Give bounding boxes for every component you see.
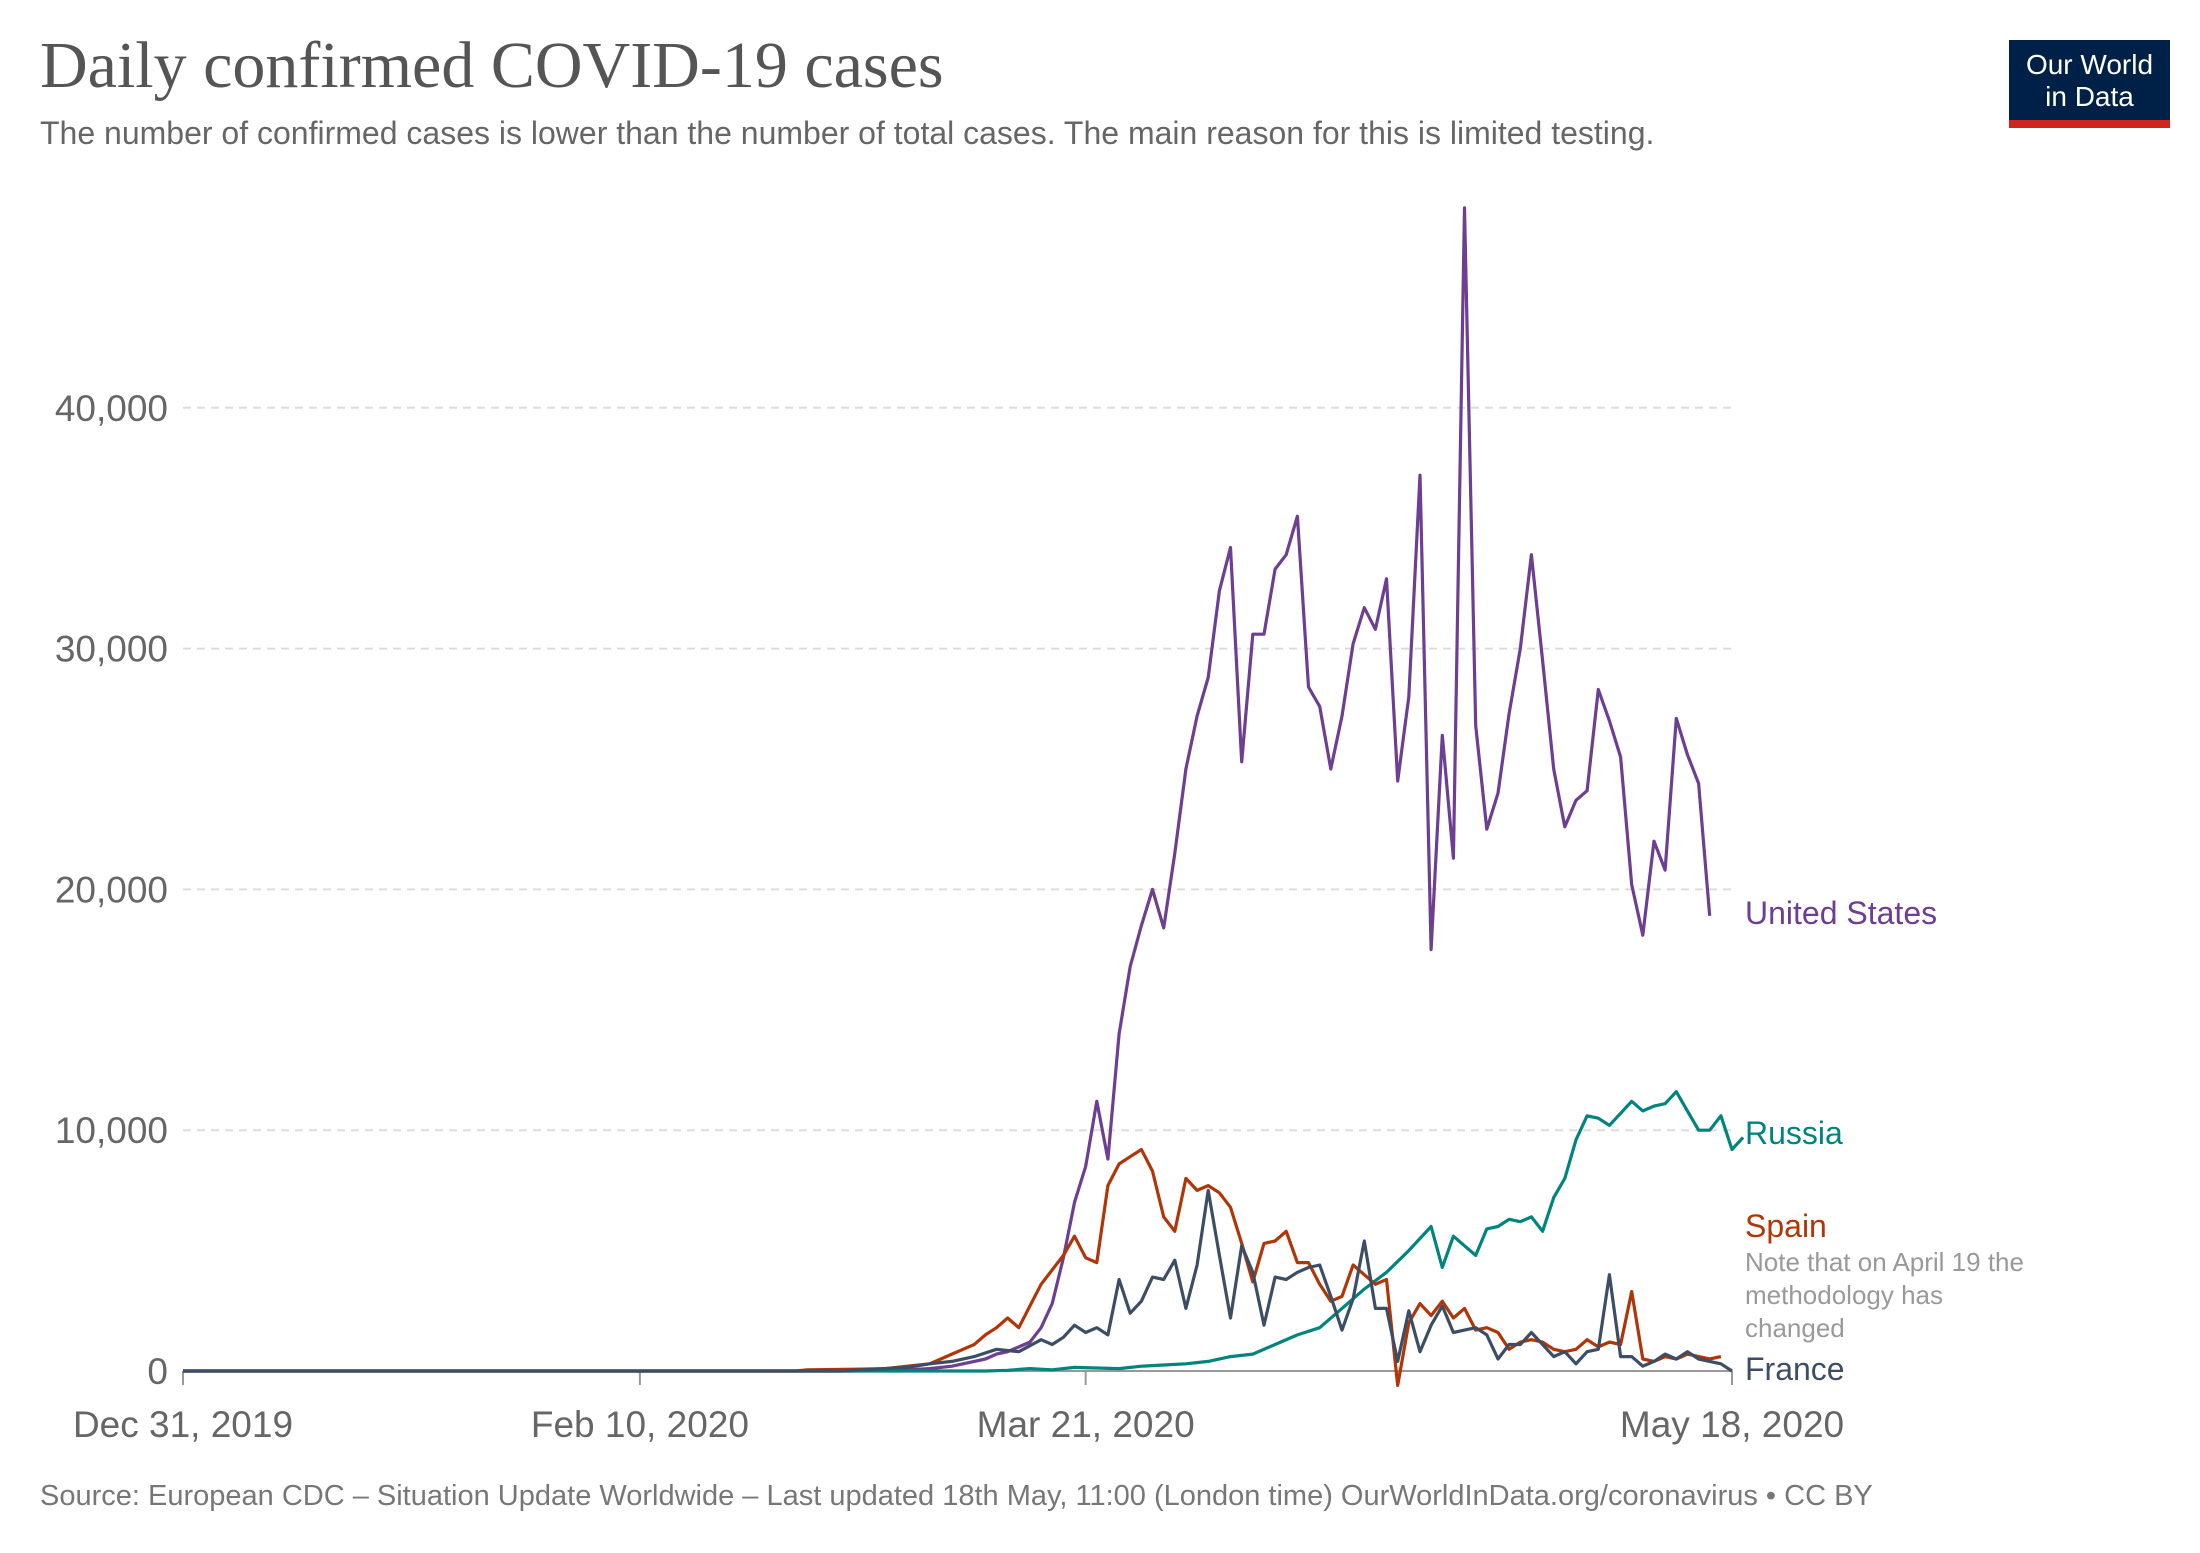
chart-subtitle: The number of confirmed cases is lower t…: [40, 115, 1655, 151]
series-line-russia[interactable]: [183, 1090, 1745, 1373]
x-tick-label: Mar 21, 2020: [977, 1404, 1195, 1445]
y-tick-label: 30,000: [55, 629, 168, 670]
series-label-united-states: United States: [1745, 895, 1937, 931]
note-line: methodology has: [1745, 1280, 1943, 1310]
gridlines: [183, 406, 1732, 1132]
x-axis: Dec 31, 2019 Feb 10, 2020 Mar 21, 2020 May …: [73, 1370, 1844, 1445]
y-tick-label: 10,000: [55, 1110, 168, 1151]
source-note: Source: European CDC – Situation Update …: [40, 1480, 1873, 1512]
series-label-france: France: [1745, 1351, 1845, 1387]
series-label-spain: Spain: [1745, 1208, 1827, 1244]
x-tick-label: May 18, 2020: [1620, 1404, 1844, 1445]
owid-logo[interactable]: Our World in Data: [2009, 40, 2170, 128]
series-labels: United States Russia Spain France: [1745, 895, 1937, 1387]
y-tick-label: 20,000: [55, 869, 168, 910]
y-axis-ticks: 0 10,000 20,000 30,000 40,000: [55, 388, 168, 1392]
series-lines: [183, 206, 1745, 1387]
y-tick-label: 0: [147, 1351, 168, 1392]
series-line-united-states[interactable]: [183, 206, 1712, 1373]
logo-line-1: Our World: [2025, 49, 2154, 80]
note-line: Note that on April 19 the: [1745, 1247, 2024, 1277]
x-tick-label: Dec 31, 2019: [73, 1404, 293, 1445]
x-tick-label: Feb 10, 2020: [531, 1404, 749, 1445]
y-tick-label: 40,000: [55, 388, 168, 429]
series-line-france[interactable]: [183, 1188, 1733, 1373]
logo-line-2: in Data: [2045, 81, 2134, 112]
chart-title: Daily confirmed COVID-19 cases: [40, 29, 944, 102]
series-label-russia: Russia: [1745, 1115, 1843, 1151]
note-line: changed: [1745, 1313, 1845, 1343]
series-line-spain[interactable]: [183, 1147, 1722, 1387]
